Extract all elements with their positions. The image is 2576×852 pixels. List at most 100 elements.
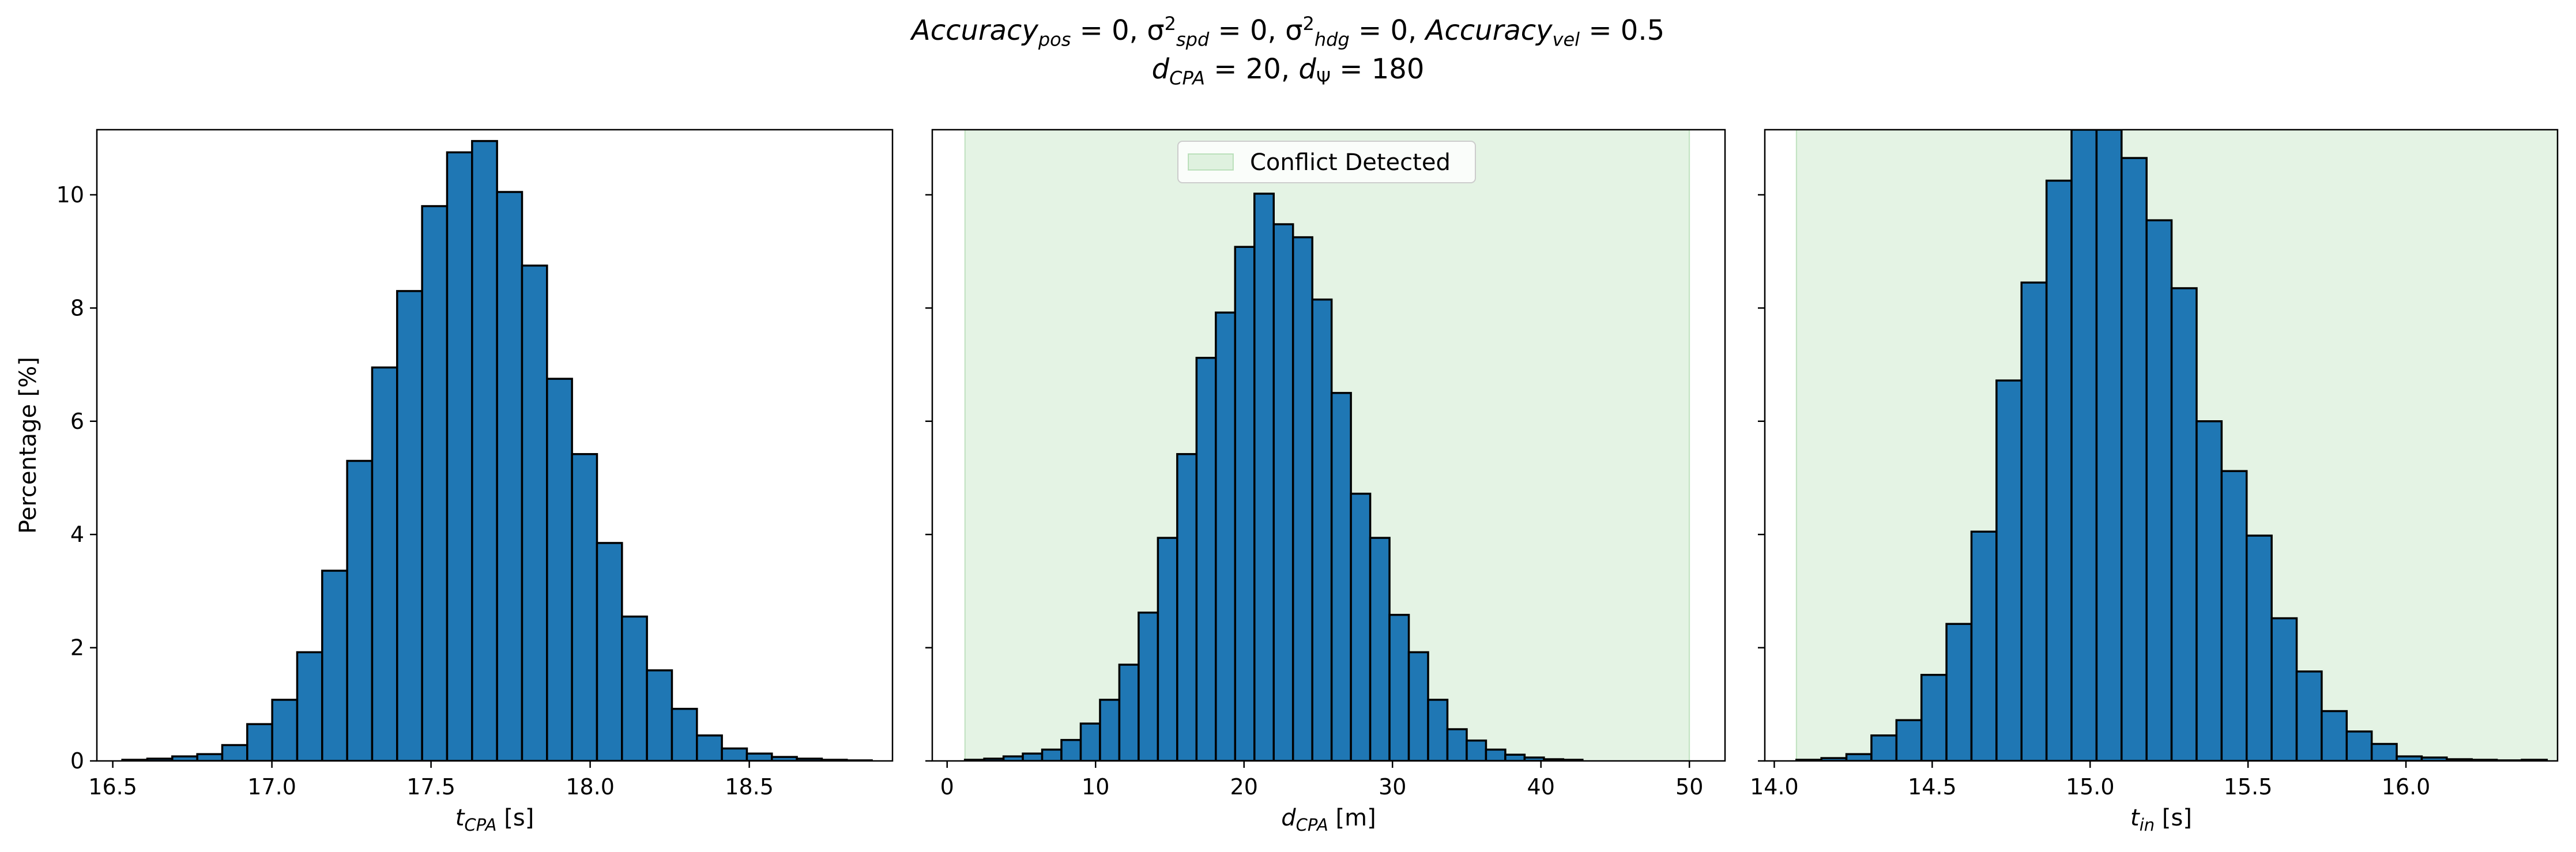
title-1-part: 2 [1164, 13, 1176, 35]
histogram-bar [2295, 670, 2323, 761]
histogram-bar [1118, 663, 1140, 761]
histogram-bar [1845, 753, 1873, 761]
histogram-bar [1407, 651, 1429, 761]
x-tick-label: 10 [1082, 774, 1109, 800]
y-tick-label: 6 [70, 409, 84, 434]
histogram-bar [1138, 611, 1159, 761]
x-tick-label: 18.5 [725, 774, 774, 800]
title-1-part: σ [1147, 14, 1165, 47]
histogram-bar [1099, 699, 1121, 761]
legend-box [1177, 141, 1476, 183]
x-tick-label: 15.0 [2066, 774, 2115, 800]
title-1-part: = 0, [1349, 14, 1426, 47]
histogram-bar [496, 191, 524, 761]
histogram-bar [1427, 699, 1449, 761]
histogram-bar [221, 744, 248, 761]
legend-swatch [1188, 153, 1234, 171]
histogram-bar [2121, 157, 2148, 761]
histogram-bar [1253, 193, 1275, 761]
histogram-bar [546, 378, 573, 761]
histogram-bar [1157, 537, 1178, 761]
histogram-bar [1272, 223, 1294, 761]
histogram-bar [321, 570, 348, 761]
histogram-bar [1895, 719, 1923, 761]
x-tick-label: 40 [1527, 774, 1555, 800]
x-tick-label: 15.5 [2224, 774, 2273, 800]
histogram-bar [696, 734, 723, 761]
histogram-bar [1060, 738, 1082, 761]
histogram-bar [2220, 470, 2248, 761]
x-tick-label: 30 [1379, 774, 1406, 800]
histogram-bar [1995, 379, 2023, 761]
plot-area-2 [963, 130, 1690, 761]
title-1-part: = 0, [1209, 14, 1286, 47]
x-tick-label: 17.5 [406, 774, 455, 800]
title-2-part: CPA [1169, 67, 1206, 89]
histogram-bar [1485, 748, 1507, 761]
histogram-bar [2321, 710, 2348, 761]
figure-title-line-2: dCPA = 20, dΨ = 180 [0, 53, 2576, 89]
axes-frame [1764, 129, 2559, 762]
plot-area-3 [1795, 130, 2558, 761]
title-2-part: = 180 [1331, 53, 1425, 85]
title-2-part: = 20, [1205, 53, 1299, 85]
x-tick-label: 0 [940, 774, 954, 800]
histogram-bar [1466, 739, 1487, 761]
histogram-bar [1970, 530, 1998, 761]
title-2-part: Ψ [1316, 67, 1331, 89]
title-1-part: hdg [1314, 28, 1350, 51]
legend-label: Conflict Detected [1250, 149, 1451, 176]
histogram-bar [196, 753, 224, 761]
panel-1: 16.5 17.0 17.5 18.0 18.5 0 2 4 6 8 10 tCPA [s] Perce… [15, 129, 894, 835]
histogram-bar [1311, 298, 1333, 761]
x-tick-label: 18.0 [566, 774, 615, 800]
histogram-bar [1504, 753, 1526, 761]
histogram-bar [721, 747, 748, 761]
title-2-part: d [1298, 53, 1316, 85]
histogram-bar [371, 366, 398, 761]
histogram-bar [1291, 236, 1313, 761]
histogram-bar [2195, 420, 2223, 761]
x-tick-label: 17.0 [247, 774, 296, 800]
histogram-bar [596, 542, 623, 761]
figure-title-line-1: Accuracypos = 0, σ2spd = 0, σ2hdg = 0, A… [0, 13, 2576, 51]
title-1-part: pos [1038, 28, 1071, 51]
histogram-bar [2170, 287, 2198, 761]
x-tick-label: 14.0 [1750, 774, 1799, 800]
panel-2: 0 10 20 30 40 50 dCPA [m] Conflict Detected [925, 129, 1726, 835]
x-axis-label: tin [s] [2130, 805, 2192, 835]
title-1-part: 2 [1302, 13, 1315, 35]
histogram-bar [2370, 742, 2398, 761]
histogram-bar [1234, 246, 1256, 761]
x-tick-label: 14.5 [1908, 774, 1957, 800]
histogram-bar [745, 752, 773, 761]
title-1-part: Accuracy [1425, 14, 1553, 47]
histogram-bar [1369, 537, 1391, 761]
histogram-bar [2345, 730, 2373, 761]
histogram-bar [346, 459, 374, 761]
histogram-bar [1350, 492, 1372, 761]
title-1-part: = 0.5 [1580, 14, 1665, 47]
histogram-bar [2020, 281, 2048, 761]
histogram-bar [471, 140, 498, 761]
histogram-bar [1446, 728, 1468, 761]
histogram-bar [2095, 130, 2123, 761]
y-tick-label: 4 [70, 522, 84, 547]
histogram-bar [1176, 453, 1198, 761]
histogram-bar [621, 615, 648, 761]
histogram-bar [446, 151, 473, 761]
x-tick-label: 16.0 [2382, 774, 2431, 800]
y-tick-label: 2 [70, 635, 84, 661]
histogram-bar [2045, 179, 2073, 761]
histogram-bar [2070, 130, 2098, 761]
histogram-bar [1920, 673, 1948, 761]
axes-frame [96, 129, 894, 762]
histogram-bar [421, 205, 449, 761]
histogram-bar [296, 651, 323, 761]
title-1-part: = 0, [1071, 14, 1147, 47]
histogram-bar [671, 707, 698, 761]
histogram-bar [2145, 219, 2173, 761]
title-1-part: Accuracy [911, 14, 1038, 47]
